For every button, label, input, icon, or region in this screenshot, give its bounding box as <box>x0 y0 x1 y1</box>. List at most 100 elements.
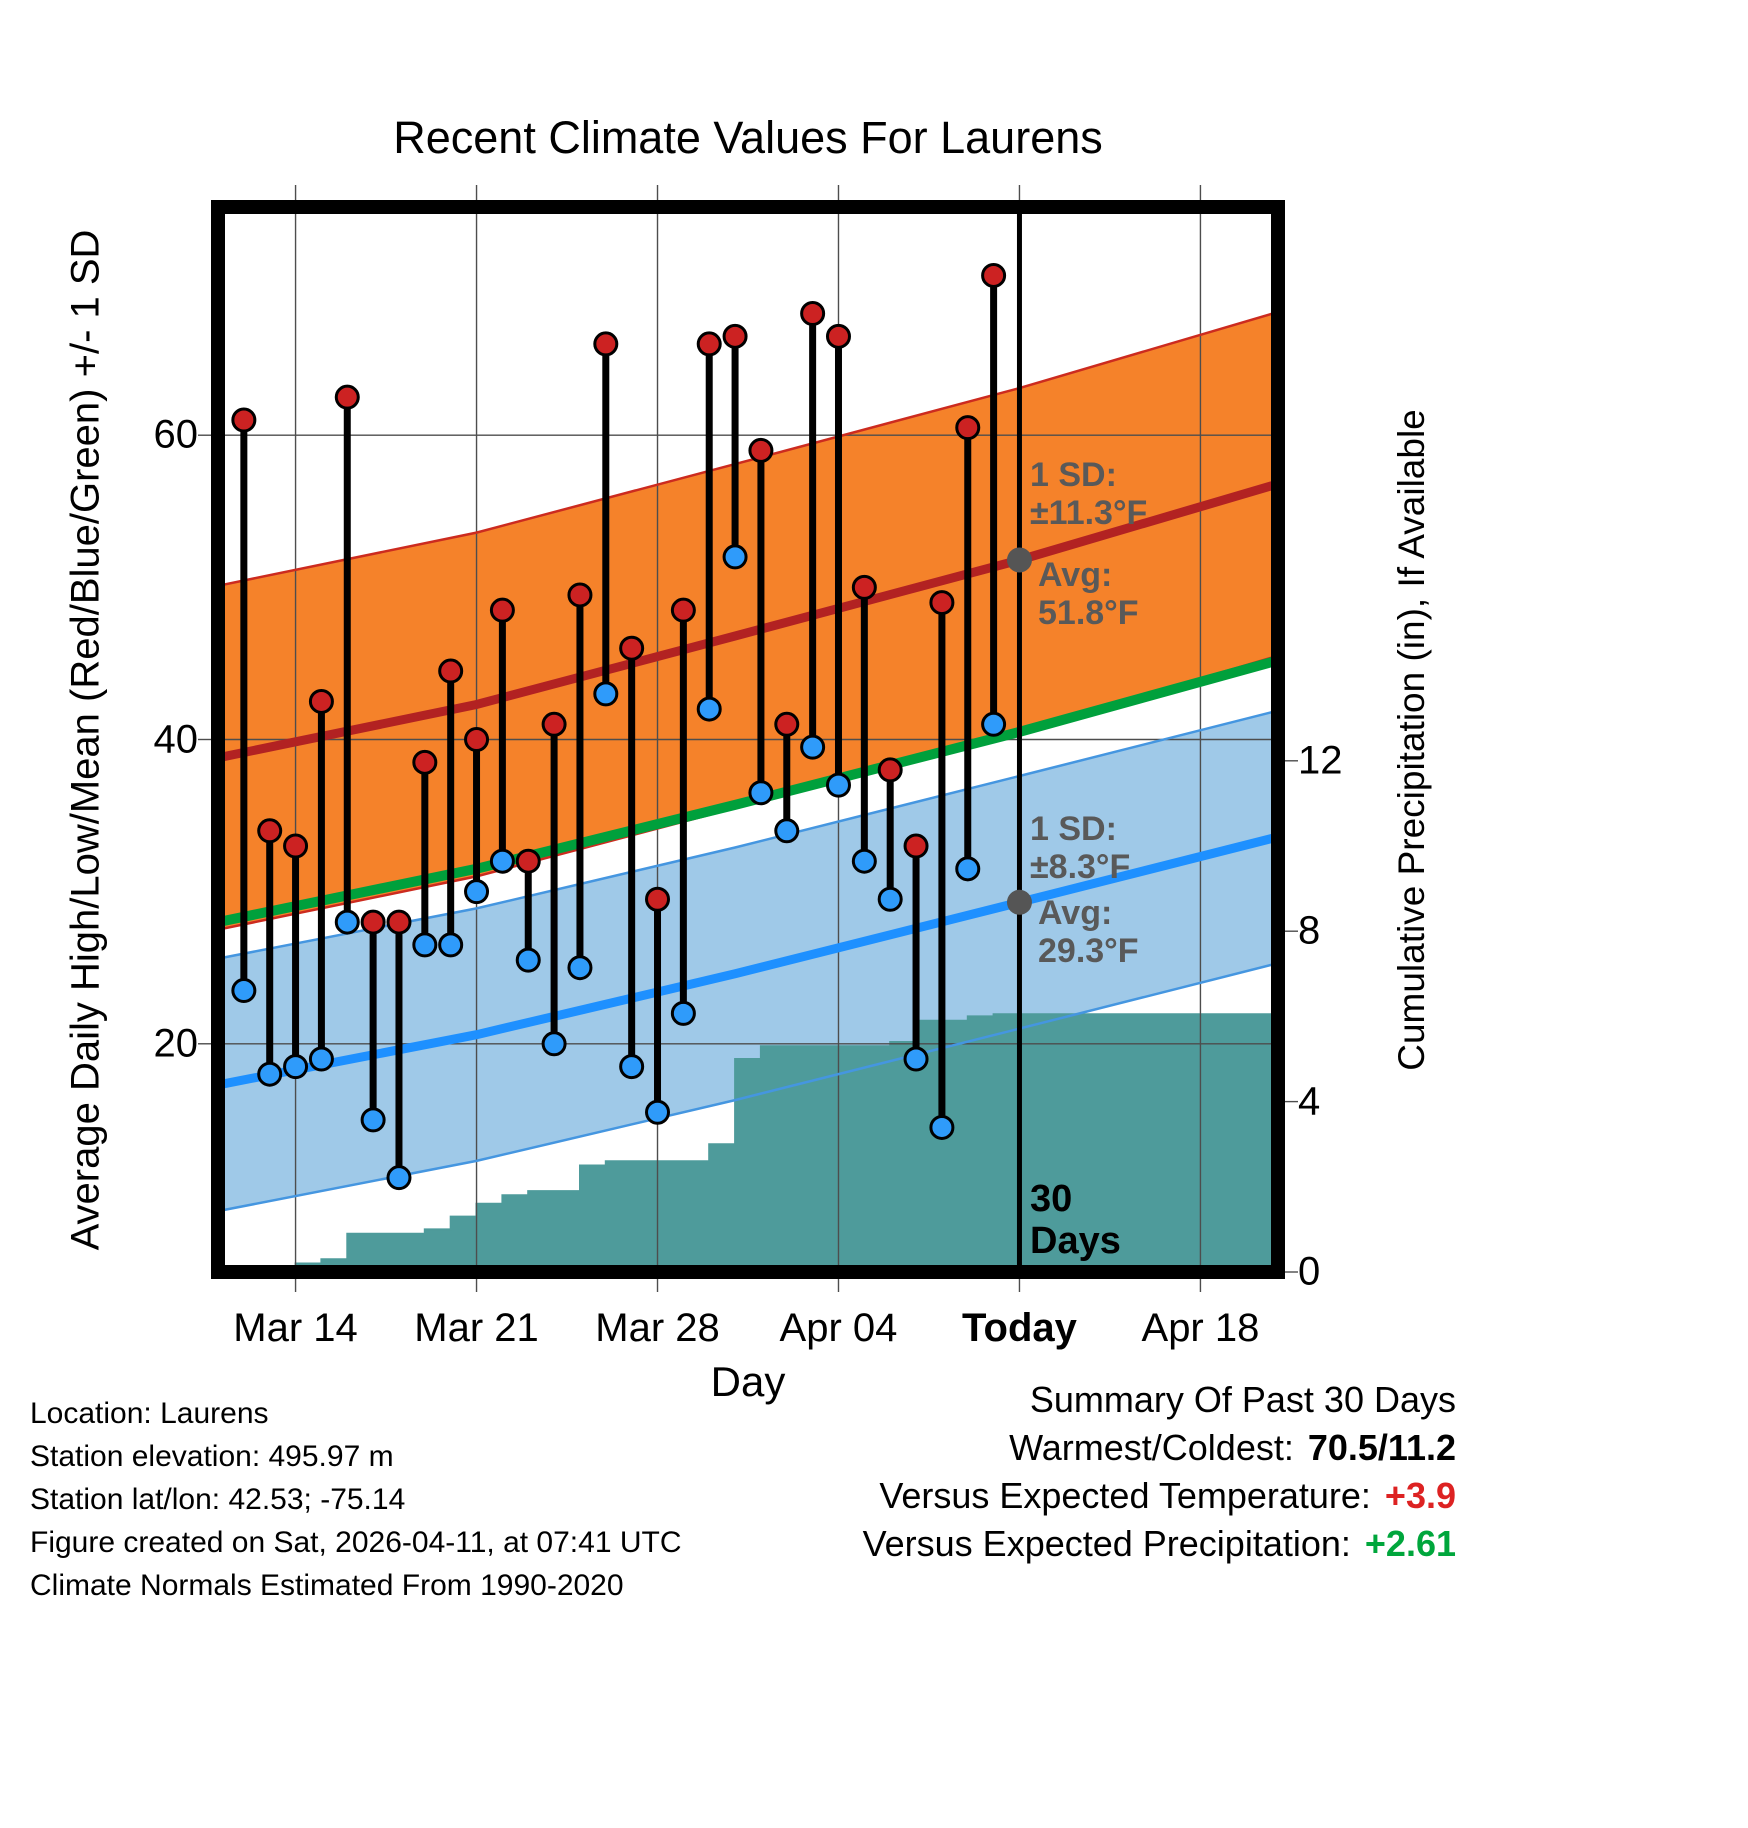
x-tick-label: Apr 18 <box>1141 1306 1260 1350</box>
low-avg-label: Avg: <box>1038 894 1113 932</box>
summary-value: +2.61 <box>1364 1523 1456 1564</box>
mean-temp-line <box>216 655 1280 927</box>
daily-low-dot <box>257 1061 283 1087</box>
summary-label: Warmest/Coldest: <box>1009 1427 1294 1468</box>
summary-value: 70.5/11.2 <box>1307 1427 1456 1468</box>
daily-low-dot <box>670 1000 696 1026</box>
daily-high-dot <box>825 323 851 349</box>
station-elevation: Station elevation: 495.97 m <box>30 1440 394 1473</box>
daily-low-dot <box>412 932 438 958</box>
avg-high-marker-dot <box>1006 547 1032 573</box>
high-temp-band <box>218 312 1278 930</box>
daily-low-dot <box>696 696 722 722</box>
daily-low-dot <box>334 909 360 935</box>
daily-high-dot <box>464 727 490 752</box>
high-avg-label: Avg: <box>1038 556 1113 594</box>
station-location: Location: Laurens <box>30 1397 269 1430</box>
x-tick-label: Mar 28 <box>595 1306 720 1350</box>
daily-high-dot <box>515 848 541 874</box>
x-tick-label: Mar 14 <box>233 1306 358 1350</box>
daily-high-dot <box>360 909 386 935</box>
high-sd-label: 1 SD: <box>1030 456 1117 494</box>
daily-high-dot <box>877 757 903 783</box>
summary-title: Summary Of Past 30 Days <box>1029 1379 1456 1420</box>
summary-row-vs-temperature: Versus Expected Temperature: +3.9 <box>863 1472 1456 1520</box>
daily-low-dot <box>645 1099 671 1125</box>
right-tick-label: 12 <box>1298 738 1343 783</box>
high-sd-value: ±11.3°F <box>1030 494 1148 532</box>
right-tick-label: 0 <box>1298 1249 1321 1294</box>
daily-low-dot <box>231 978 257 1004</box>
daily-low-dot <box>489 848 515 874</box>
daily-high-dot <box>981 262 1007 288</box>
normals-source: Climate Normals Estimated From 1990-2020 <box>30 1569 624 1602</box>
x-tick-label: Apr 04 <box>779 1306 898 1350</box>
precip-area <box>218 1013 1279 1273</box>
daily-low-dot <box>825 772 851 798</box>
summary-label: Versus Expected Temperature: <box>879 1475 1371 1516</box>
daily-low-dot <box>464 879 490 905</box>
daily-high-dot <box>955 415 981 441</box>
daily-low-dot <box>593 681 619 707</box>
avg-low-line <box>217 832 1280 1090</box>
daily-high-dot <box>800 301 826 326</box>
x-axis-label: Day <box>710 1358 786 1405</box>
daily-low-dot <box>360 1107 386 1133</box>
period-label-30: 30 <box>1030 1178 1073 1220</box>
daily-high-dot <box>489 597 515 623</box>
daily-high-dot <box>438 658 464 684</box>
daily-high-dot <box>774 711 800 737</box>
daily-low-dot <box>903 1046 929 1072</box>
summary-panel: Summary Of Past 30 Days Warmest/Coldest:… <box>863 1376 1456 1568</box>
daily-high-dot <box>593 331 619 357</box>
daily-high-dot <box>334 384 360 410</box>
x-tick-label: Mar 21 <box>414 1306 539 1350</box>
right-tick-label: 4 <box>1298 1079 1321 1124</box>
daily-high-dot <box>903 833 929 859</box>
avg-high-line <box>217 479 1280 763</box>
daily-low-dot <box>877 886 903 912</box>
normal-lines <box>216 310 1280 1213</box>
daily-high-dot <box>645 886 671 912</box>
chart-title: Recent Climate Values For Laurens <box>393 112 1103 163</box>
daily-high-dot <box>696 331 722 357</box>
daily-high-dot <box>541 711 567 737</box>
low-sd-value: ±8.3°F <box>1030 848 1131 886</box>
daily-low-dot <box>438 932 464 958</box>
daily-low-dot <box>567 955 593 981</box>
period-label-days: Days <box>1030 1220 1121 1262</box>
daily-low-dot <box>722 544 748 570</box>
daily-low-dot <box>929 1114 955 1140</box>
daily-low-dot <box>800 734 826 760</box>
station-latlon: Station lat/lon: 42.53; -75.14 <box>30 1483 406 1516</box>
daily-high-dot <box>748 437 774 463</box>
high-avg-value: 51.8°F <box>1038 594 1139 632</box>
cumulative-precip-area <box>218 1013 1279 1273</box>
daily-low-dot <box>308 1046 334 1072</box>
daily-high-dot <box>670 597 696 623</box>
daily-low-dot <box>515 947 541 973</box>
daily-high-dot <box>722 323 748 349</box>
summary-value: +3.9 <box>1384 1475 1456 1516</box>
daily-high-dot <box>308 688 334 714</box>
daily-stems <box>231 262 1007 1191</box>
left-tick-label: 20 <box>153 1021 199 1066</box>
daily-high-dot <box>851 574 877 600</box>
low-sd-label: 1 SD: <box>1030 810 1117 848</box>
summary-row-vs-precipitation: Versus Expected Precipitation: +2.61 <box>863 1520 1456 1568</box>
daily-low-dot <box>774 818 800 844</box>
daily-high-dot <box>386 909 412 935</box>
summary-label: Versus Expected Precipitation: <box>862 1523 1351 1564</box>
plot-border <box>211 200 1285 1279</box>
station-info: Location: Laurens Station elevation: 495… <box>30 1392 682 1607</box>
daily-low-dot <box>619 1054 645 1080</box>
daily-low-dot <box>851 848 877 874</box>
daily-high-dot <box>283 833 309 859</box>
left-tick-label: 60 <box>153 412 199 457</box>
border <box>211 200 1285 1279</box>
daily-high-dot <box>231 407 257 433</box>
figure-created: Figure created on Sat, 2026-04-11, at 07… <box>30 1526 682 1559</box>
avg-low-marker-dot <box>1006 889 1032 915</box>
daily-low-dot <box>981 711 1007 737</box>
